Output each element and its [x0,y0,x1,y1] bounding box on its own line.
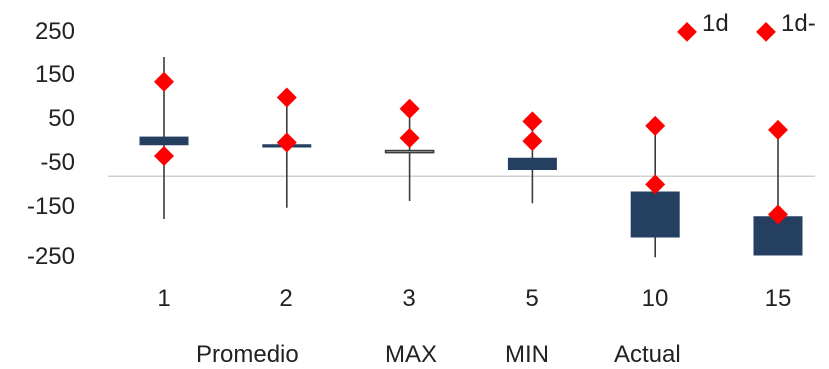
legend: 1d 1d- [677,10,816,42]
x-tick-label: 5 [525,285,538,312]
marker-1d [399,98,420,119]
legend-marker-1d-minus [756,22,776,42]
candle-body [630,191,680,238]
y-axis: 250 150 50 -50 -150 -250 [27,18,75,270]
x-tick-label: 3 [402,285,415,312]
y-tick-label: -150 [27,193,75,220]
x-tick-label: 10 [642,285,669,312]
x-axis: 1 2 3 5 10 15 [157,285,791,312]
bottom-label: MAX [385,341,437,368]
bottom-label: Actual [614,341,681,368]
legend-label-1d-minus: 1d- [781,10,816,37]
x-tick-label: 15 [765,285,792,312]
marker-1d-minus [276,132,297,153]
bottom-label: Promedio [196,341,299,368]
y-tick-label: 50 [48,105,75,132]
x-tick-label: 1 [157,285,170,312]
legend-label-1d: 1d [702,10,729,37]
bottom-label: MIN [505,341,549,368]
candle-body [139,136,189,146]
y-tick-label: 150 [35,61,75,88]
marker-1d-minus [645,174,666,195]
marker-1d-minus [154,146,174,166]
candle-body [384,149,435,154]
bottom-labels: Promedio MAX MIN Actual [196,341,681,368]
y-tick-label: -50 [40,149,75,176]
y-tick-label: -250 [27,243,75,270]
marker-1d [768,119,788,140]
marker-1d [276,87,297,108]
marker-1d [645,115,666,136]
marker-1d [154,71,174,92]
marker-1d-minus [522,131,543,152]
marker-1d-minus [399,128,420,148]
legend-marker-1d [677,22,697,42]
candle-body [507,157,557,170]
x-tick-label: 2 [279,285,292,312]
marker-1d-minus [768,204,788,225]
y-tick-label: 250 [35,18,75,45]
marker-1d [522,111,543,132]
plot-area [139,57,803,258]
